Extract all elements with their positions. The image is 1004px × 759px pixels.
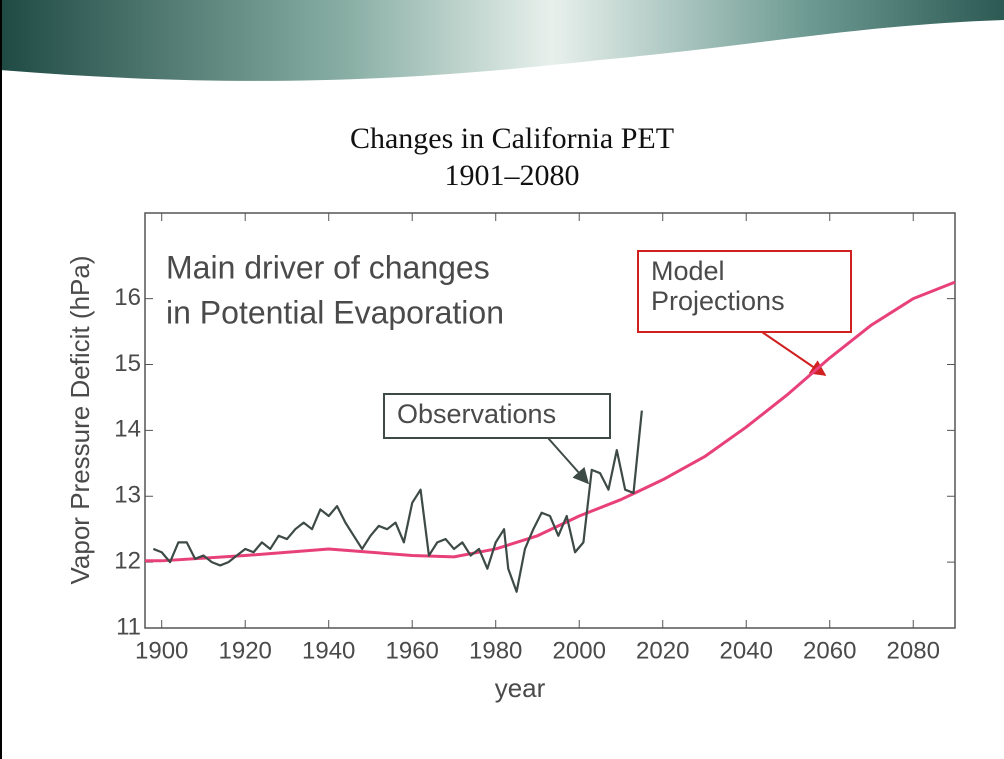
y-axis-label: Vapor Pressure Deficit (hPa) bbox=[65, 256, 95, 585]
y-tick-label: 16 bbox=[114, 284, 141, 311]
y-tick-label: 13 bbox=[114, 482, 141, 509]
x-tick-label: 2040 bbox=[720, 637, 773, 664]
series-line bbox=[145, 280, 956, 563]
annotation: in Potential Evaporation bbox=[166, 294, 504, 330]
annotation: Main driver of changes bbox=[166, 249, 490, 285]
y-tick-label: 11 bbox=[116, 613, 141, 640]
legend-model: Model Projections bbox=[637, 250, 852, 333]
arrow bbox=[547, 437, 590, 485]
banner bbox=[0, 0, 1004, 81]
x-axis-label: year bbox=[495, 673, 546, 703]
y-tick-label: 14 bbox=[114, 416, 141, 443]
x-tick-label: 1940 bbox=[302, 637, 355, 664]
x-tick-label: 2060 bbox=[803, 637, 856, 664]
subtitle: 1901–2080 bbox=[445, 159, 580, 192]
x-tick-label: 1920 bbox=[219, 637, 272, 664]
plot-frame bbox=[144, 212, 956, 629]
title: Changes in California PET bbox=[350, 122, 674, 155]
x-tick-label: 1900 bbox=[135, 637, 188, 664]
arrow bbox=[761, 331, 827, 376]
x-tick-label: 1980 bbox=[469, 637, 522, 664]
legend-observations: Observations bbox=[383, 393, 611, 439]
y-tick-label: 12 bbox=[114, 547, 141, 574]
x-tick-label: 2020 bbox=[636, 637, 689, 664]
x-tick-label: 1960 bbox=[386, 637, 439, 664]
y-tick-label: 15 bbox=[114, 350, 141, 377]
x-tick-label: 2000 bbox=[553, 637, 606, 664]
series-line bbox=[152, 410, 643, 593]
x-tick-label: 2080 bbox=[887, 637, 940, 664]
